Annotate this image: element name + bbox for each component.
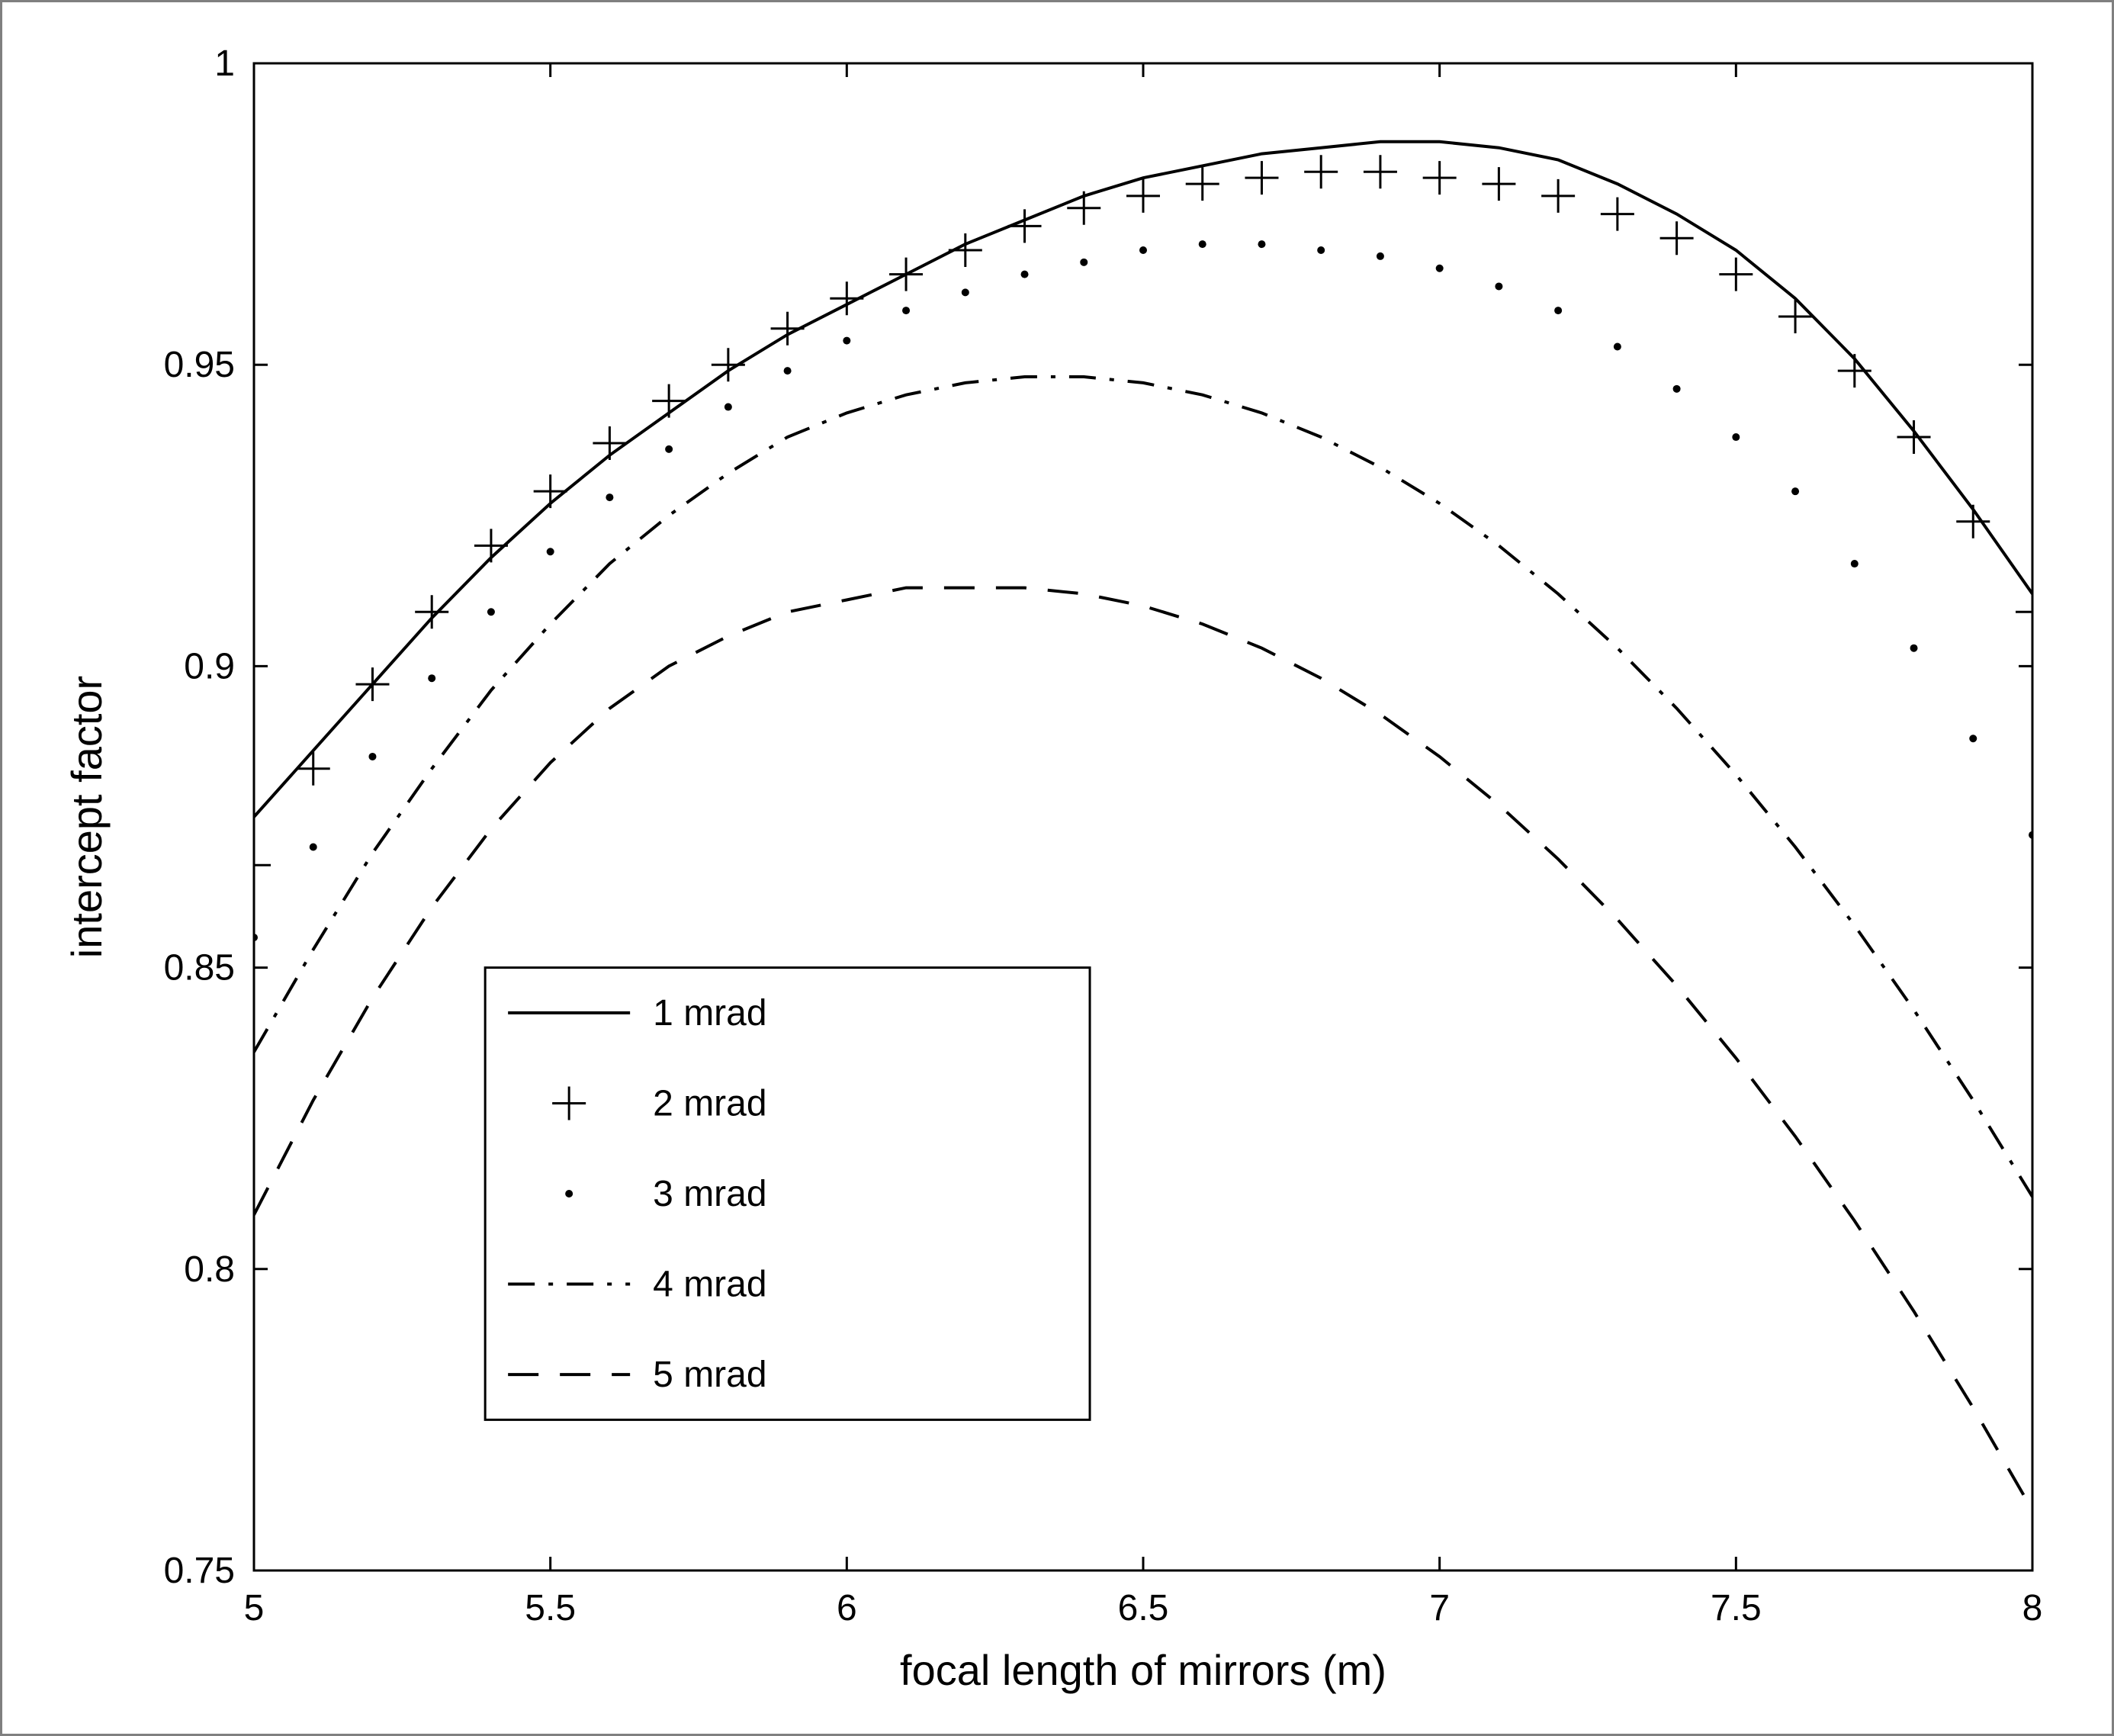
series-2mrad-marker <box>1304 155 1338 188</box>
series-2mrad-marker <box>1126 179 1160 213</box>
x-tick-label: 8 <box>2022 1588 2043 1628</box>
series-2mrad-marker <box>1245 161 1278 194</box>
series-2mrad-marker <box>1186 167 1219 201</box>
series-3mrad-marker <box>962 288 969 296</box>
series-3mrad-marker <box>487 608 495 616</box>
series-2mrad-marker <box>652 384 686 418</box>
y-tick-label: 0.75 <box>164 1551 235 1591</box>
legend-label: 4 mrad <box>653 1265 766 1305</box>
legend-label: 5 mrad <box>653 1355 766 1395</box>
series-3mrad-marker <box>1258 240 1265 248</box>
series-3mrad-marker <box>1969 735 1977 742</box>
series-3mrad-marker <box>1495 282 1502 290</box>
series-3mrad-marker <box>724 403 732 411</box>
series-3mrad-marker <box>902 307 910 314</box>
x-tick-label: 6.5 <box>1118 1588 1169 1628</box>
series-2mrad-marker <box>1838 354 1871 387</box>
series-2mrad-marker <box>1364 155 1397 188</box>
y-tick-label: 0.9 <box>184 646 235 686</box>
series-2mrad-marker <box>1482 167 1515 201</box>
x-tick-label: 6 <box>837 1588 857 1628</box>
series-2mrad-marker <box>1423 161 1457 194</box>
series-3mrad-marker <box>1080 259 1088 266</box>
x-axis-label: focal length of mirrors (m) <box>900 1646 1386 1694</box>
y-tick-label: 0.95 <box>164 345 235 385</box>
figure-frame: 5 5.5 6 6.5 7 7.5 8 0.75 0.8 0.85 0.9 0.95 1 focal le… <box>0 0 2114 1736</box>
series-3mrad-marker <box>1377 252 1384 260</box>
series-2mrad-marker <box>712 348 745 381</box>
series-3mrad-marker <box>784 367 792 375</box>
series-2mrad-marker <box>2016 595 2049 628</box>
series-1mrad <box>254 142 2032 817</box>
y-tick-label: 0.85 <box>164 948 235 989</box>
series-2mrad-marker <box>1067 191 1100 225</box>
x-tick-label: 7.5 <box>1711 1588 1762 1628</box>
series-3mrad-marker <box>1199 240 1206 248</box>
series-3mrad-marker <box>368 753 376 760</box>
series-3mrad-marker <box>1791 487 1799 495</box>
legend-swatch <box>565 1190 573 1198</box>
y-tick-label: 0.8 <box>184 1249 235 1290</box>
series-2mrad-marker <box>474 529 508 562</box>
series-2mrad-marker <box>1719 258 1753 291</box>
plot-area: 5 5.5 6 6.5 7 7.5 8 0.75 0.8 0.85 0.9 0.95 1 focal le… <box>40 33 2074 1703</box>
series-2mrad-marker <box>1601 198 1634 231</box>
y-axis-label: intercept factor <box>63 676 111 958</box>
legend-label: 2 mrad <box>653 1083 766 1124</box>
series-3mrad-marker <box>1910 645 1918 652</box>
series-2mrad-marker <box>1778 300 1812 333</box>
series-2mrad-marker <box>534 474 567 508</box>
series-3mrad-marker <box>310 844 317 851</box>
x-tick-label: 7 <box>1429 1588 1450 1628</box>
series-3mrad-marker <box>1614 342 1621 350</box>
series-3mrad-marker <box>1317 246 1325 254</box>
chart-svg: 5 5.5 6 6.5 7 7.5 8 0.75 0.8 0.85 0.9 0.95 1 focal le… <box>40 33 2078 1708</box>
series-3mrad-marker <box>606 493 613 501</box>
legend-label: 3 mrad <box>653 1174 766 1214</box>
series-3mrad-marker <box>1673 385 1681 393</box>
series-3mrad-marker <box>2029 831 2036 839</box>
series-3mrad-marker <box>1851 560 1859 567</box>
series-3mrad-marker <box>1139 246 1147 254</box>
series-3mrad-marker <box>1021 271 1029 278</box>
series-3mrad-marker <box>250 934 258 941</box>
series-2mrad-marker <box>297 752 330 786</box>
series-2mrad-marker <box>1541 179 1575 213</box>
series-3mrad-marker <box>1436 265 1444 272</box>
series-2mrad-marker <box>1660 221 1694 255</box>
series-2mrad-marker <box>593 426 626 460</box>
series-2mrad-marker <box>415 595 448 628</box>
legend-label: 1 mrad <box>653 993 766 1034</box>
series-2mrad-marker <box>1956 505 1990 538</box>
legend-box <box>485 968 1090 1420</box>
series-3mrad-marker <box>547 548 554 555</box>
x-tick-label: 5 <box>244 1588 265 1628</box>
y-tick-label: 1 <box>214 43 235 84</box>
series-3mrad-marker <box>665 445 673 453</box>
series-3mrad-marker <box>843 337 850 345</box>
series-2mrad-marker <box>237 848 271 882</box>
series-2mrad-marker <box>889 258 923 291</box>
series-3mrad-marker <box>428 674 435 682</box>
series-3mrad-marker <box>1732 433 1740 441</box>
x-tick-label: 5.5 <box>525 1588 576 1628</box>
series-3mrad-marker <box>1554 307 1562 314</box>
